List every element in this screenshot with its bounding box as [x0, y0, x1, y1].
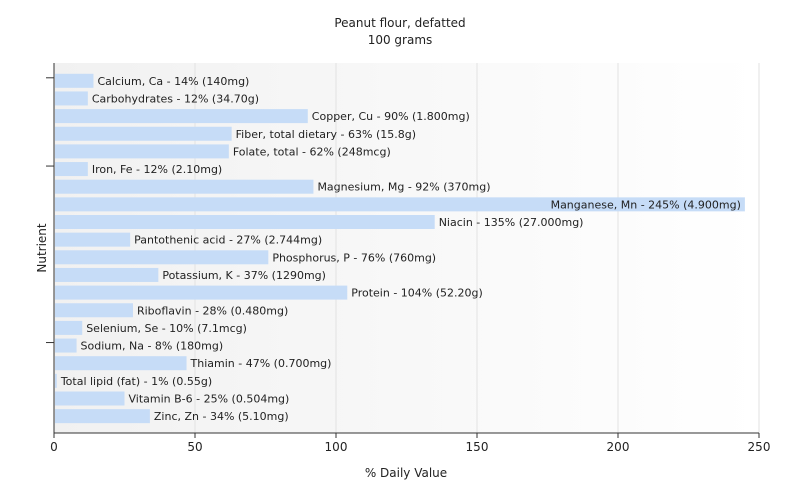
bar-label: Selenium, Se - 10% (7.1mcg) — [86, 322, 247, 335]
x-tick-label: 100 — [325, 440, 348, 454]
x-tick-label: 200 — [607, 440, 630, 454]
bar — [55, 109, 308, 124]
bar — [55, 267, 159, 282]
bar — [55, 285, 348, 300]
y-axis-label: Nutrient — [35, 223, 49, 273]
x-axis-label: % Daily Value — [365, 466, 447, 480]
bar-label: Zinc, Zn - 34% (5.10mg) — [154, 410, 289, 423]
bar-label: Copper, Cu - 90% (1.800mg) — [312, 110, 470, 123]
bar-label: Fiber, total dietary - 63% (15.8g) — [236, 128, 416, 141]
x-tick-label: 50 — [187, 440, 202, 454]
bar-label: Calcium, Ca - 14% (140mg) — [97, 75, 249, 88]
plot-area — [54, 63, 759, 433]
bar — [55, 303, 133, 318]
bar-label: Carbohydrates - 12% (34.70g) — [92, 92, 259, 105]
chart-title: Peanut flour, defatted — [334, 16, 465, 30]
bar-label: Phosphorus, P - 76% (760mg) — [272, 251, 436, 264]
bar — [55, 338, 77, 353]
grid-lines — [194, 63, 760, 433]
bar-label: Iron, Fe - 12% (2.10mg) — [92, 163, 222, 176]
bar-label: Vitamin B-6 - 25% (0.504mg) — [129, 393, 290, 406]
bar — [55, 215, 435, 229]
bar — [55, 409, 150, 424]
bar-label: Manganese, Mn - 245% (4.900mg) — [551, 198, 741, 211]
chart-subtitle: 100 grams — [368, 33, 433, 47]
bar-label: Pantothenic acid - 27% (2.744mg) — [134, 234, 322, 247]
bar-label: Riboflavin - 28% (0.480mg) — [137, 304, 288, 317]
bar-label: Potassium, K - 37% (1290mg) — [162, 269, 326, 282]
bar — [55, 250, 269, 265]
bar — [55, 356, 187, 371]
bar — [55, 391, 125, 406]
bar — [55, 162, 88, 177]
bar — [55, 144, 229, 159]
bar — [55, 197, 745, 212]
bar-label: Total lipid (fat) - 1% (0.55g) — [60, 375, 212, 388]
x-tick-label: 0 — [50, 440, 58, 454]
bar — [55, 91, 88, 106]
bar-label: Protein - 104% (52.20g) — [351, 287, 483, 300]
bar — [55, 126, 232, 141]
bar — [55, 179, 314, 194]
x-tick-label: 150 — [466, 440, 489, 454]
bar-label: Magnesium, Mg - 92% (370mg) — [317, 181, 490, 194]
bar — [55, 373, 57, 388]
bar — [55, 73, 94, 88]
bar-label: Thiamin - 47% (0.700mg) — [190, 357, 332, 370]
bar-label: Niacin - 135% (27.000mg) — [439, 216, 584, 229]
bar-label: Sodium, Na - 8% (180mg) — [81, 340, 224, 353]
bars: Calcium, Ca - 14% (140mg) Carbohydrates -… — [55, 73, 745, 424]
x-tick-label: 250 — [748, 440, 771, 454]
bar-label: Folate, total - 62% (248mcg) — [233, 145, 391, 158]
bar — [55, 320, 83, 335]
axes: 0 50 100 150 200 250 — [46, 63, 770, 454]
bar — [55, 232, 131, 247]
